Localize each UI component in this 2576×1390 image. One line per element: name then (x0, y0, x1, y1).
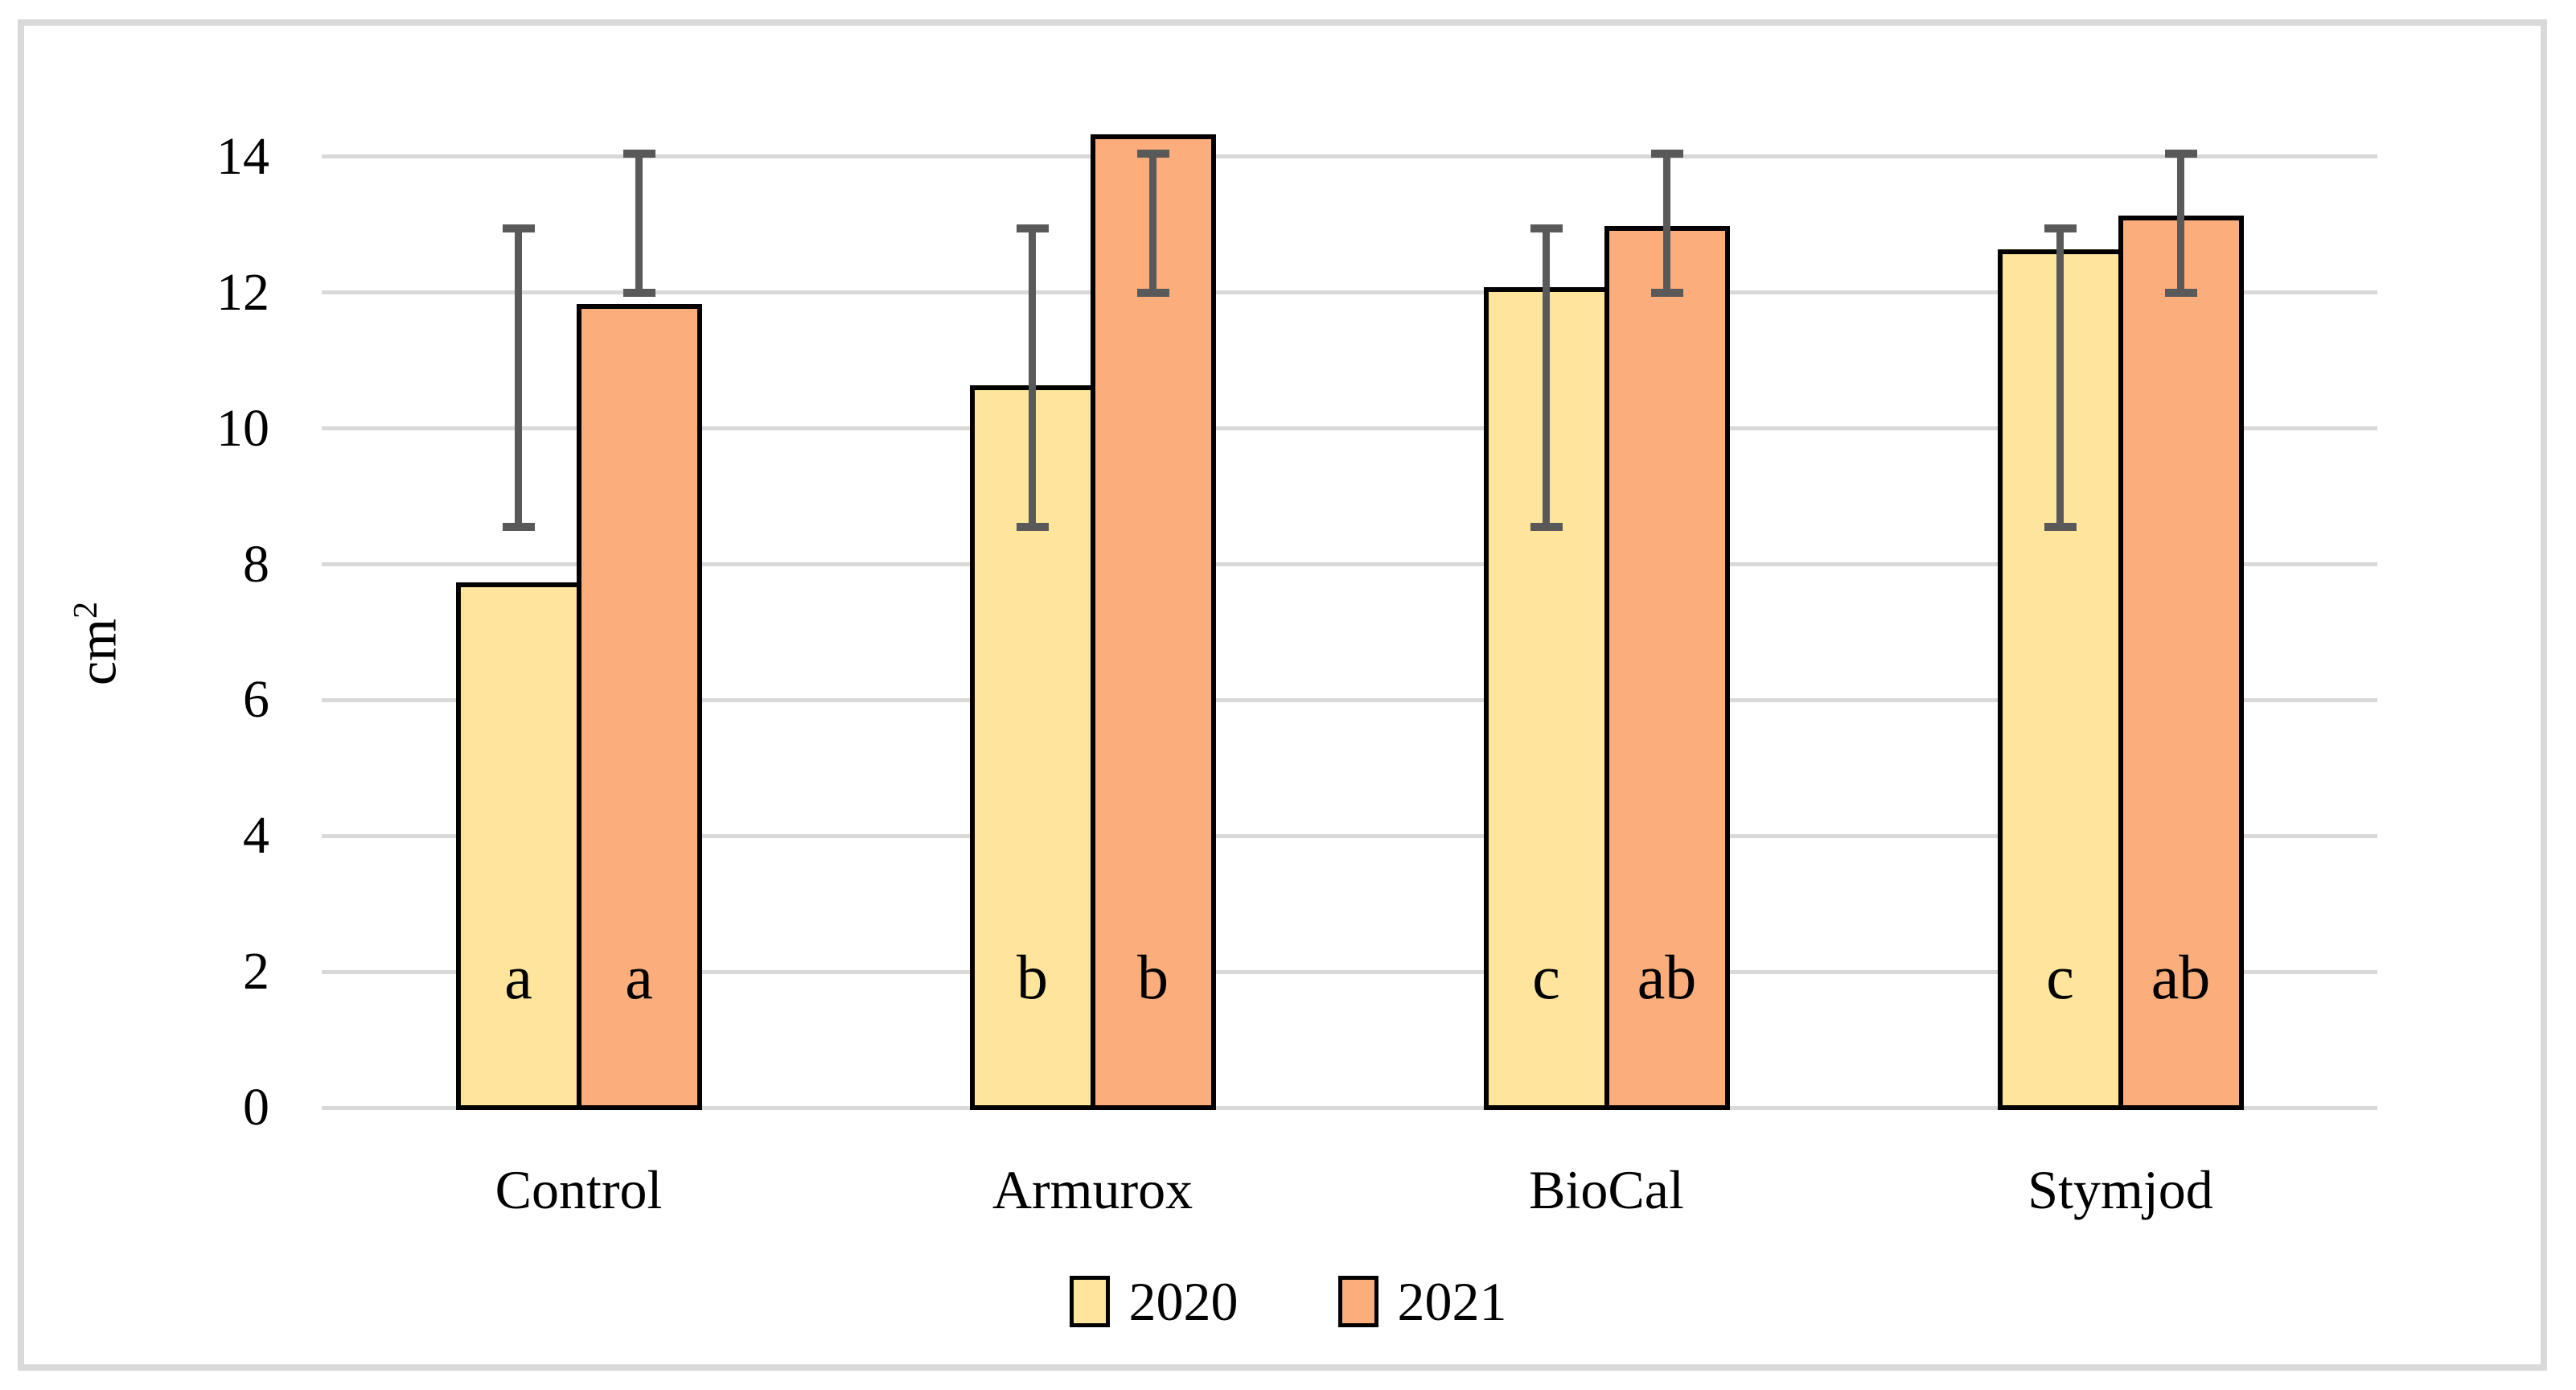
error-bar-line-2021-biocal (1663, 153, 1670, 293)
error-bar-cap-top-2020-armurox (1016, 224, 1049, 232)
significance-letter-2021-biocal: ab (1637, 942, 1697, 1012)
significance-letter-2020-biocal: c (1532, 942, 1560, 1012)
gridline-y-6 (322, 697, 2377, 702)
error-bar-line-2021-control (635, 153, 643, 293)
error-bar-line-2021-stymjod (2177, 153, 2184, 293)
gridline-y-12 (322, 290, 2377, 295)
legend-item-2021: 2021 (1337, 1271, 1507, 1332)
gridline-y-10 (322, 426, 2377, 431)
error-bar-cap-top-2021-stymjod (2164, 149, 2197, 158)
error-bar-cap-top-2021-biocal (1650, 149, 1683, 158)
error-bar-line-2020-control (515, 228, 522, 528)
bar-2021-stymjod (2118, 215, 2244, 1110)
figure-border (18, 19, 2547, 1371)
gridline-y-4 (322, 833, 2377, 838)
error-bar-cap-bottom-2021-biocal (1650, 288, 1683, 297)
y-tick-label-10: 10 (216, 398, 269, 458)
gridline-y-8 (322, 562, 2377, 567)
x-category-label-control: Control (495, 1159, 663, 1220)
error-bar-cap-bottom-2020-stymjod (2044, 523, 2077, 532)
y-tick-label-6: 6 (243, 670, 269, 730)
y-tick-label-12: 12 (216, 262, 269, 322)
x-category-label-stymjod: Stymjod (2028, 1159, 2213, 1220)
x-category-label-biocal: BioCal (1529, 1159, 1684, 1220)
error-bar-line-2020-biocal (1543, 228, 1550, 528)
legend-swatch-2020 (1069, 1276, 1110, 1327)
y-tick-label-8: 8 (243, 534, 269, 594)
error-bar-cap-bottom-2020-biocal (1530, 523, 1563, 532)
error-bar-cap-bottom-2020-control (502, 523, 535, 532)
error-bar-cap-top-2021-armurox (1136, 149, 1169, 158)
error-bar-cap-top-2021-control (622, 149, 655, 158)
error-bar-cap-bottom-2020-armurox (1016, 523, 1049, 532)
error-bar-cap-bottom-2021-control (622, 288, 655, 297)
significance-letter-2021-control: a (625, 942, 653, 1012)
legend: 2020 2021 (1069, 1271, 1507, 1332)
significance-letter-2021-stymjod: ab (2151, 942, 2211, 1012)
gridline-y-14 (322, 154, 2377, 159)
y-tick-label-2: 2 (243, 942, 269, 1001)
significance-letter-2020-armurox: b (1017, 942, 1048, 1012)
x-category-label-armurox: Armurox (992, 1159, 1194, 1220)
error-bar-cap-top-2020-biocal (1530, 224, 1563, 232)
significance-letter-2021-armurox: b (1137, 942, 1169, 1012)
y-tick-label-4: 4 (243, 806, 269, 866)
legend-swatch-2021 (1337, 1276, 1378, 1327)
error-bar-line-2020-armurox (1029, 228, 1036, 528)
error-bar-cap-bottom-2021-armurox (1136, 288, 1169, 297)
y-tick-label-0: 0 (243, 1078, 269, 1137)
error-bar-cap-top-2020-control (502, 224, 535, 232)
significance-letter-2020-stymjod: c (2046, 942, 2074, 1012)
gridline-y-0 (322, 1105, 2377, 1110)
legend-label-2021: 2021 (1397, 1271, 1507, 1332)
bar-2021-control (576, 303, 702, 1110)
error-bar-cap-bottom-2021-stymjod (2164, 288, 2197, 297)
significance-letter-2020-control: a (504, 942, 532, 1012)
error-bar-line-2021-armurox (1149, 153, 1157, 293)
error-bar-line-2020-stymjod (2056, 228, 2064, 528)
legend-label-2020: 2020 (1128, 1271, 1239, 1332)
gridline-y-2 (322, 969, 2377, 974)
bar-2020-control (455, 582, 581, 1110)
legend-item-2020: 2020 (1069, 1271, 1239, 1332)
y-axis-title-superscript: 2 (67, 601, 105, 619)
error-bar-cap-top-2020-stymjod (2044, 224, 2077, 232)
bar-2021-armurox (1090, 134, 1216, 1110)
y-tick-label-14: 14 (216, 126, 269, 186)
